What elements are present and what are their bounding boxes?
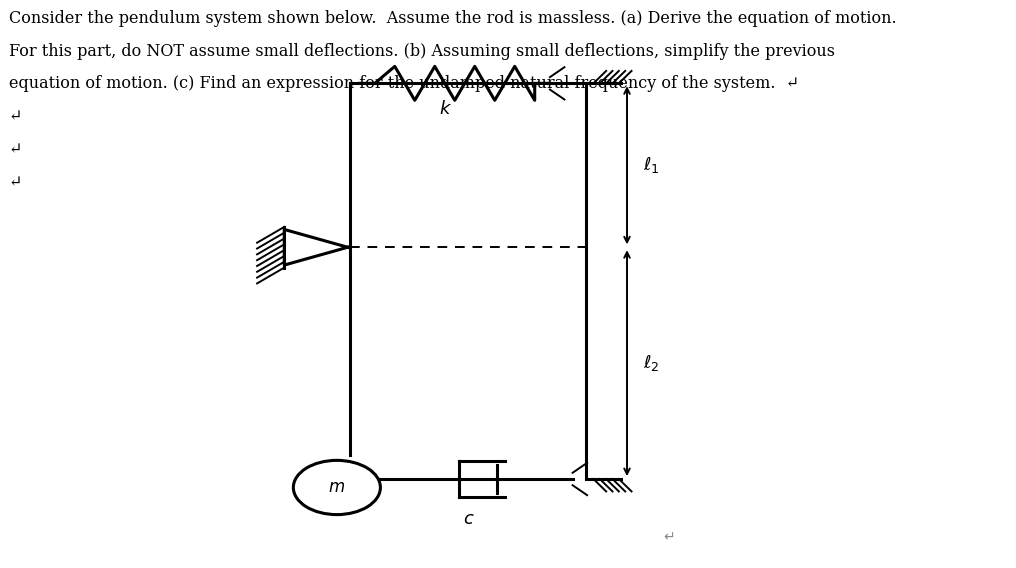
- Text: ↵: ↵: [9, 174, 22, 191]
- Text: For this part, do NOT assume small deflections. (b) Assuming small deflections, : For this part, do NOT assume small defle…: [9, 43, 834, 60]
- Text: $c$: $c$: [462, 509, 474, 528]
- Text: ↵: ↵: [663, 530, 675, 544]
- Text: $\ell_2$: $\ell_2$: [643, 353, 659, 373]
- Text: ↵: ↵: [9, 108, 22, 125]
- Text: $m$: $m$: [328, 479, 345, 496]
- Text: ↵: ↵: [9, 141, 22, 158]
- Text: $k$: $k$: [439, 100, 452, 118]
- Text: $\ell_1$: $\ell_1$: [643, 155, 659, 176]
- Text: equation of motion. (c) Find an expression for the undamped natural frequency of: equation of motion. (c) Find an expressi…: [9, 76, 799, 93]
- Text: Consider the pendulum system shown below.  Assume the rod is massless. (a) Deriv: Consider the pendulum system shown below…: [9, 10, 896, 27]
